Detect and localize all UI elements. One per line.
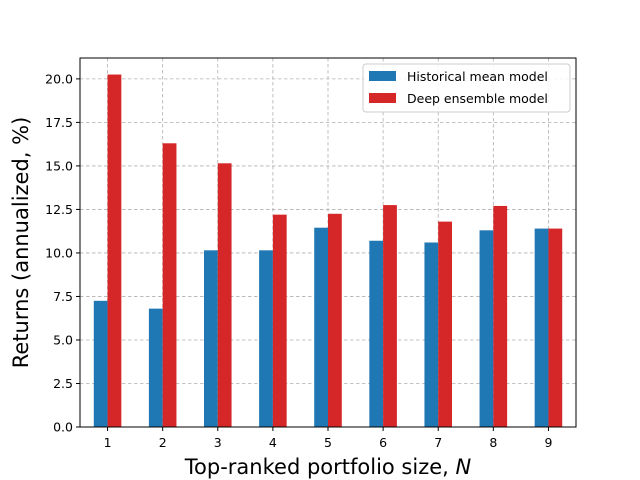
legend: Historical mean model Deep ensemble model [362, 63, 571, 113]
bar-deep-ensemble-6 [383, 205, 397, 427]
y-axis-title: Returns (annualized, %) [9, 117, 33, 369]
bar-deep-ensemble-7 [438, 221, 452, 427]
y-tick-label: 0.0 [53, 420, 73, 435]
bar-deep-ensemble-2 [162, 143, 177, 428]
bar-deep-ensemble-1 [107, 74, 122, 428]
y-tick-label: 12.5 [45, 202, 73, 217]
bar-deep-ensemble-4 [272, 214, 287, 427]
x-axis-title-variable: N [456, 455, 472, 479]
x-tick-label: 7 [434, 435, 442, 450]
bar-deep-ensemble-3 [217, 163, 232, 427]
bars-layer [93, 74, 563, 428]
bar-historical-9 [534, 228, 549, 427]
y-tick-label: 10.0 [45, 245, 73, 260]
y-tick-label: 5.0 [53, 332, 73, 347]
legend-swatch [369, 93, 396, 103]
x-tick-label: 5 [324, 435, 332, 450]
bar-historical-1 [93, 300, 108, 427]
legend-box [362, 63, 571, 113]
y-tick-label: 15.0 [45, 158, 73, 173]
x-tick-label: 8 [489, 435, 497, 450]
y-tick-label: 7.5 [53, 289, 73, 304]
x-axis-title-text: Top-ranked portfolio size, [184, 455, 456, 479]
legend-label: Deep ensemble model [407, 91, 548, 106]
bar-historical-6 [369, 240, 384, 427]
y-tick-label: 20.0 [45, 71, 73, 86]
bar-historical-8 [479, 230, 494, 427]
ticks-layer: 0.0 2.5 5.0 7.5 10.0 12.5 15.0 17.5 20.0 1 2 3 4 5 6 7 8… [45, 71, 552, 450]
x-axis-title: Top-ranked portfolio size, N [184, 455, 472, 479]
bar-historical-3 [204, 250, 218, 427]
bar-deep-ensemble-5 [328, 213, 342, 427]
bar-historical-5 [314, 227, 328, 427]
x-tick-label: 3 [214, 435, 222, 450]
x-tick-label: 2 [159, 435, 167, 450]
bar-historical-4 [259, 250, 273, 427]
bar-historical-7 [424, 242, 439, 427]
x-tick-label: 4 [269, 435, 277, 450]
x-tick-label: 1 [104, 435, 112, 450]
legend-swatch [369, 71, 396, 81]
bar-deep-ensemble-9 [548, 228, 563, 427]
x-tick-label: 9 [544, 435, 552, 450]
legend-label: Historical mean model [407, 69, 548, 84]
bar-deep-ensemble-8 [493, 205, 508, 427]
y-tick-label: 17.5 [45, 115, 73, 130]
y-tick-label: 2.5 [53, 376, 73, 391]
x-tick-label: 6 [379, 435, 387, 450]
bar-historical-2 [148, 308, 163, 427]
